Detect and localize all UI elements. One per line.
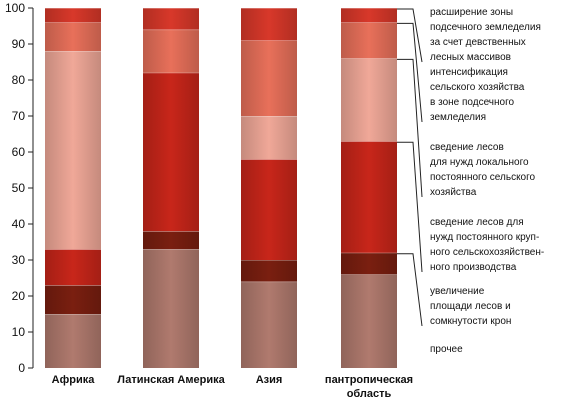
bar-segment [341, 141, 397, 253]
y-tick-label: 40 [12, 217, 26, 231]
y-tick-label: 10 [12, 325, 26, 339]
legend-entry: сведение лесов для нужд постоянного круп-… [430, 217, 544, 273]
legend-leader-line [397, 8, 423, 63]
y-tick-label: 0 [18, 361, 25, 375]
y-tick-label: 60 [12, 145, 26, 159]
bar-segment [45, 249, 101, 286]
legend-leader-line [397, 58, 423, 198]
y-axis: 0 10 20 30 40 50 60 70 80 90 100 [5, 1, 34, 375]
x-category-label: Африка [52, 374, 96, 386]
bar-segment [45, 314, 101, 368]
bar-segment [241, 260, 297, 282]
bar-segment [241, 281, 297, 368]
y-tick-label: 20 [12, 289, 26, 303]
bar-segment [45, 51, 101, 250]
legend-entry: прочее [430, 344, 463, 355]
legend-entry: расширение зоны подсечного земледелия за с… [430, 7, 541, 63]
bar-segment [45, 22, 101, 52]
legend-leader-line [397, 22, 423, 123]
legend-leader-lines [397, 8, 423, 327]
bars [45, 7, 397, 368]
bar-segment [143, 249, 199, 368]
bar-segment [241, 159, 297, 260]
legend-entry: интенсификация сельского хозяйства в зоне … [430, 66, 525, 123]
y-tick-label: 50 [12, 181, 26, 195]
bar-segment [143, 29, 199, 73]
bar-segment [341, 252, 397, 275]
bar-segment [143, 8, 199, 30]
y-tick-label: 30 [12, 253, 26, 267]
bar-segment [143, 72, 199, 232]
y-tick-label: 70 [12, 109, 26, 123]
bar-segment [341, 274, 397, 368]
bar-segment [241, 116, 297, 160]
legend-leader-line [397, 253, 423, 327]
bar-segment [45, 285, 101, 314]
x-category-label: Азия [256, 374, 283, 386]
y-tick-label: 100 [5, 1, 25, 15]
bar-segment [341, 8, 397, 23]
bar-segment [143, 231, 199, 250]
x-category-label: Латинская Америка [117, 374, 225, 386]
bar-segment [45, 8, 101, 23]
legend-entry: увеличение площади лесов и сомкнутости кро… [430, 286, 511, 327]
y-tick-label: 80 [12, 73, 26, 87]
y-tick-label: 90 [12, 37, 26, 51]
bar-segment [241, 40, 297, 116]
bar-segment [341, 22, 397, 59]
bar-segment [341, 58, 397, 142]
bar-segment [241, 8, 297, 41]
legend-entry: сведение лесов для нужд локального постоян… [430, 142, 536, 198]
x-axis-labels: Африка Латинская Америка Азия пантропическа… [52, 374, 413, 400]
legend: расширение зоны подсечного земледелия за с… [430, 7, 544, 355]
legend-leader-line [397, 141, 423, 273]
x-category-label: пантропическая область [325, 374, 413, 400]
